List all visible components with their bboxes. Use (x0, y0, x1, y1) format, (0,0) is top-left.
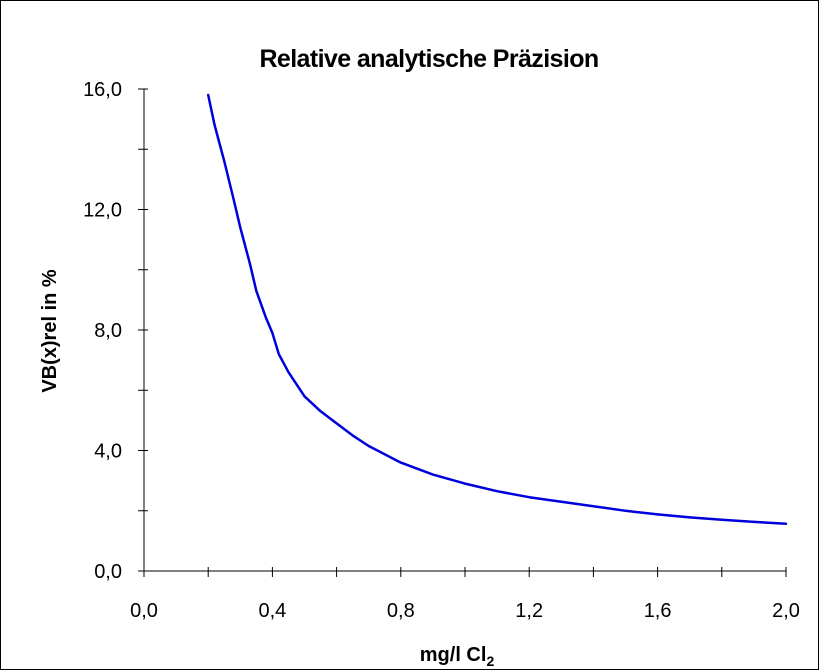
y-tick-label: 12,0 (83, 200, 122, 222)
x-tick-label: 0,8 (387, 600, 415, 622)
series-line (206, 93, 788, 525)
x-tick-label: 0,0 (130, 600, 158, 622)
series-layer (206, 93, 788, 525)
axes (143, 89, 786, 572)
chart-title: Relative analytische Präzision (259, 45, 598, 73)
x-tick-label: 1,2 (515, 600, 543, 622)
x-axis-title-subscript: 2 (486, 653, 494, 669)
y-tick-label: 16,0 (83, 79, 122, 101)
y-tick-label: 0,0 (94, 561, 122, 583)
tick-labels: 0,0 4,0 8,0 12,0 16,0 0,0 0,4 0,8 1,2 1,6 2,0 (83, 79, 800, 622)
x-axis-title: mg/l Cl2 (420, 644, 495, 669)
x-tick-label: 0,4 (258, 600, 286, 622)
tick-marks (138, 88, 787, 577)
x-axis-title-text: mg/l Cl (420, 644, 487, 666)
y-tick-label: 8,0 (94, 320, 122, 342)
y-tick-label: 4,0 (94, 441, 122, 463)
x-tick-label: 1,6 (644, 600, 672, 622)
x-tick-label: 2,0 (772, 600, 800, 622)
y-axis-title: VB(x)rel in % (39, 269, 61, 393)
